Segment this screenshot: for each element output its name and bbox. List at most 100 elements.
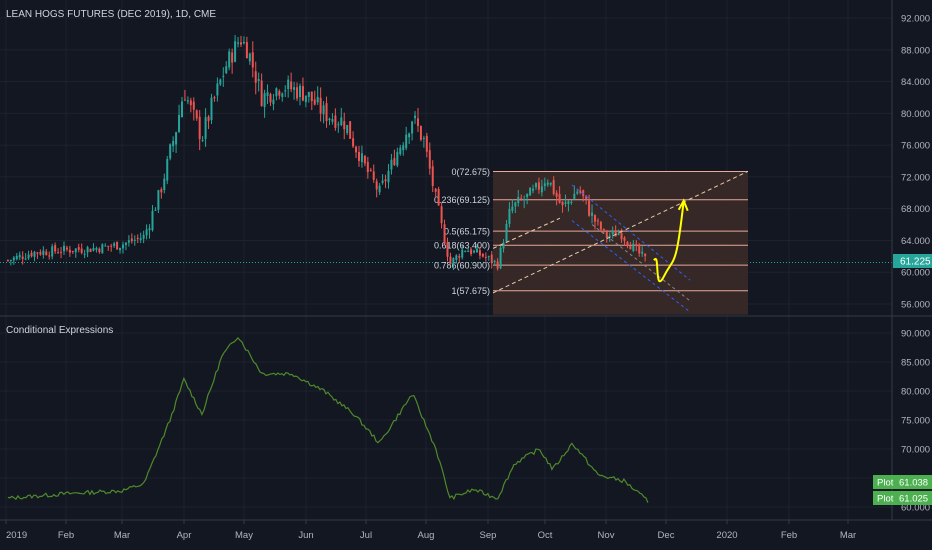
candle-body [487, 256, 490, 258]
candle-body [54, 245, 57, 252]
candle-body [620, 233, 623, 240]
time-axis-label: 2019 [6, 530, 27, 541]
candle-body [346, 125, 349, 133]
candle-body [526, 193, 529, 198]
user-drawings[interactable] [492, 170, 749, 313]
candle-body [534, 183, 537, 188]
candle-body [316, 96, 319, 103]
candle-body [201, 139, 204, 141]
candle-body [89, 248, 92, 252]
candle-body [178, 115, 181, 132]
candle-body [558, 194, 561, 203]
candle-body [470, 249, 473, 254]
indicator-axis-tick: 60.000 [901, 503, 930, 514]
candle-body [278, 91, 281, 96]
candle-body [360, 153, 363, 163]
indicator-axis-tick: 85.000 [901, 358, 930, 369]
candle-body [440, 206, 443, 224]
candle-body [242, 41, 245, 44]
last-price-badge [893, 254, 932, 268]
plot-badge-2 [873, 491, 932, 505]
candle-body [464, 250, 467, 252]
candle-body [434, 188, 437, 192]
candle-body [605, 231, 608, 238]
price-axis-tick: 88.000 [901, 45, 930, 56]
time-axis-label: Mar [114, 530, 130, 541]
candle-body [573, 193, 576, 200]
price-axis-tick: 64.000 [901, 236, 930, 247]
time-axis-label: Jun [298, 530, 313, 541]
indicator-line [7, 336, 649, 503]
candle-body [290, 81, 293, 90]
candle-body [349, 121, 352, 139]
candle-body [540, 186, 543, 193]
candle-body [237, 42, 240, 44]
candle-body [325, 103, 328, 122]
candle-body [431, 166, 434, 187]
channel-mid-line[interactable] [591, 224, 691, 302]
candle-body [254, 71, 257, 83]
candle-body [148, 228, 151, 231]
indicator-axis-tick: 80.000 [901, 387, 930, 398]
candle-body [363, 156, 366, 164]
candle-body [629, 245, 632, 250]
candle-body [579, 190, 582, 193]
time-axis-label: Mar [840, 530, 856, 541]
candle-body [635, 244, 638, 246]
candle-body [101, 244, 104, 254]
candle-body [428, 150, 431, 169]
candle-body [552, 180, 555, 194]
candle-body [644, 253, 647, 257]
candle-body [15, 255, 18, 260]
candle-body [623, 237, 626, 241]
time-axis-label: Feb [58, 530, 74, 541]
channel-lower-line[interactable] [571, 220, 691, 313]
candle-body [638, 244, 641, 254]
projection-arrow-path[interactable] [653, 200, 685, 283]
candle-body [313, 99, 316, 105]
candle-body [422, 137, 425, 139]
candle-body [160, 189, 163, 193]
candle-body [68, 249, 71, 253]
candle-body [387, 170, 390, 183]
candle-body [48, 255, 51, 257]
candle-body [163, 178, 166, 190]
candle-body [186, 100, 189, 102]
candle-body [27, 254, 30, 259]
trend-line-dashed[interactable] [492, 170, 749, 294]
candle-body [139, 238, 142, 240]
candle-body [189, 100, 192, 106]
candle-body [304, 95, 307, 103]
candle-body [216, 83, 219, 96]
price-axis-tick: 80.000 [901, 109, 930, 120]
candle-body [245, 42, 248, 59]
candle-body [180, 101, 183, 118]
candle-body [411, 121, 414, 134]
candle-body [617, 233, 620, 235]
price-axis-tick: 56.000 [901, 300, 930, 311]
trend-line-extension[interactable] [492, 217, 561, 249]
grid [0, 0, 892, 520]
candle-body [461, 249, 464, 258]
candle-body [452, 258, 455, 266]
candle-body [77, 247, 80, 250]
main-pane-title: LEAN HOGS FUTURES (DEC 2019), 1D, CME [6, 9, 216, 20]
plot-badge-1-name: Plot [877, 478, 894, 489]
price-axis-tick: 72.000 [901, 172, 930, 183]
candle-body [272, 99, 275, 105]
candle-body [455, 255, 458, 260]
candle-body [481, 253, 484, 257]
candle-body [340, 117, 343, 126]
candle-body [343, 121, 346, 130]
candle-body [83, 253, 86, 255]
indicator-axis-tick: 70.000 [901, 445, 930, 456]
candle-body [213, 97, 216, 99]
candle-body [381, 180, 384, 183]
candle-body [514, 202, 517, 207]
candle-body [222, 75, 225, 77]
candle-body [9, 259, 12, 261]
fibonacci-retracement[interactable]: 0(72.675)0.236(69.125)0.5(65.175)0.618(6… [434, 167, 748, 315]
candle-body [355, 146, 358, 153]
